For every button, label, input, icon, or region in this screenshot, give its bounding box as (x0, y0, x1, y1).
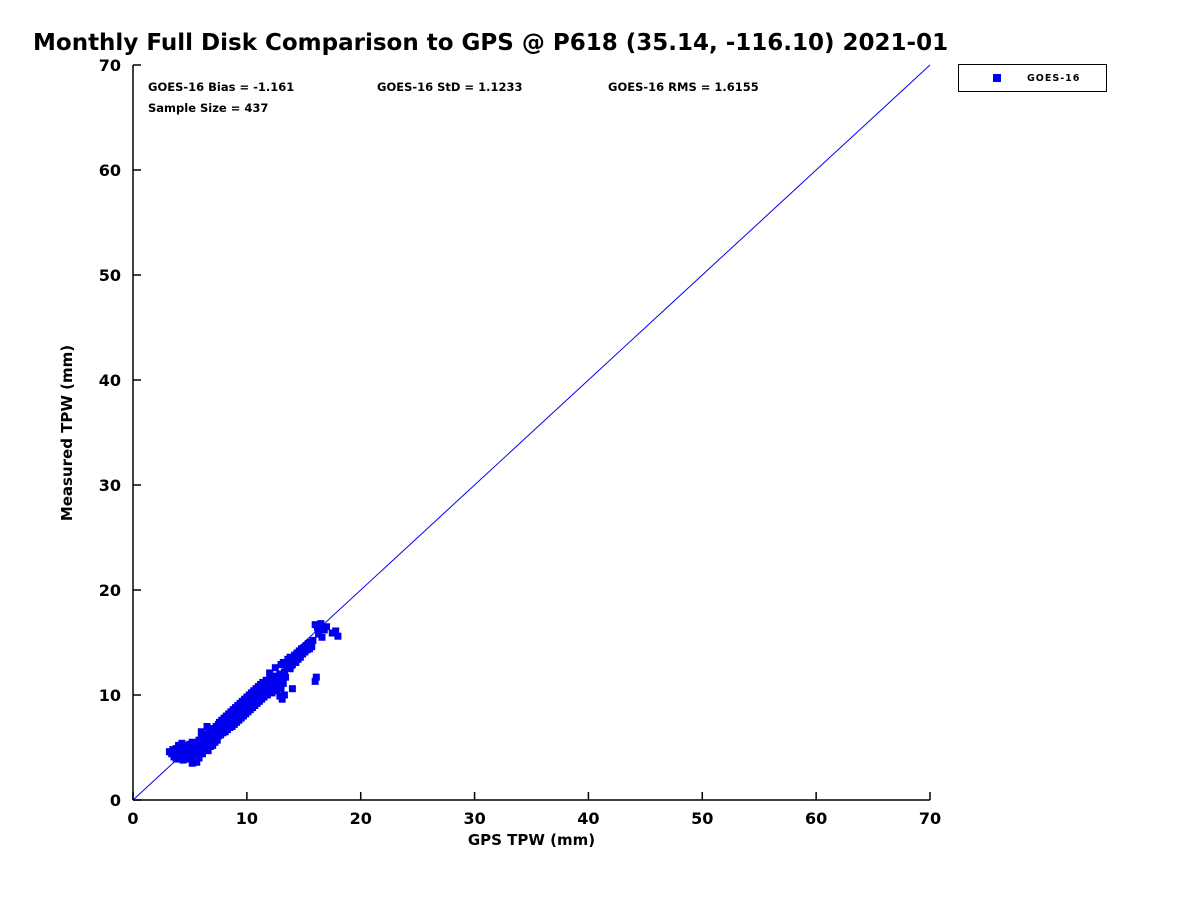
y-axis-ticks: 0 10 20 30 40 50 60 70 (99, 56, 141, 810)
legend-box: GOES-16 (958, 64, 1107, 92)
x-axis-label: GPS TPW (mm) (467, 831, 596, 849)
svg-text:10: 10 (236, 809, 258, 828)
scatter-points (165, 620, 342, 767)
svg-text:50: 50 (99, 266, 121, 285)
svg-text:0: 0 (127, 809, 138, 828)
svg-text:0: 0 (110, 791, 121, 810)
svg-text:10: 10 (99, 686, 121, 705)
y-axis-label: Measured TPW (mm) (58, 344, 76, 522)
bias-annotation: GOES-16 Bias = -1.161 (148, 80, 295, 94)
legend-marker-icon (993, 74, 1001, 82)
svg-text:40: 40 (99, 371, 121, 390)
legend-label: GOES-16 (1027, 72, 1081, 84)
svg-text:60: 60 (99, 161, 121, 180)
svg-text:50: 50 (691, 809, 713, 828)
svg-text:60: 60 (805, 809, 827, 828)
chart-title: Monthly Full Disk Comparison to GPS @ P6… (33, 30, 949, 56)
x-axis-ticks: 0 10 20 30 40 50 60 70 (127, 792, 941, 828)
svg-text:30: 30 (463, 809, 485, 828)
sample-size-annotation: Sample Size = 437 (148, 101, 269, 115)
stats-annotation-row: GOES-16 Bias = -1.161 GOES-16 StD = 1.12… (148, 80, 928, 94)
svg-text:20: 20 (99, 581, 121, 600)
svg-text:70: 70 (919, 809, 941, 828)
svg-text:20: 20 (350, 809, 372, 828)
rms-annotation: GOES-16 RMS = 1.6155 (608, 80, 759, 94)
svg-text:30: 30 (99, 476, 121, 495)
svg-text:70: 70 (99, 56, 121, 75)
std-annotation: GOES-16 StD = 1.1233 (377, 80, 523, 94)
svg-text:40: 40 (577, 809, 599, 828)
